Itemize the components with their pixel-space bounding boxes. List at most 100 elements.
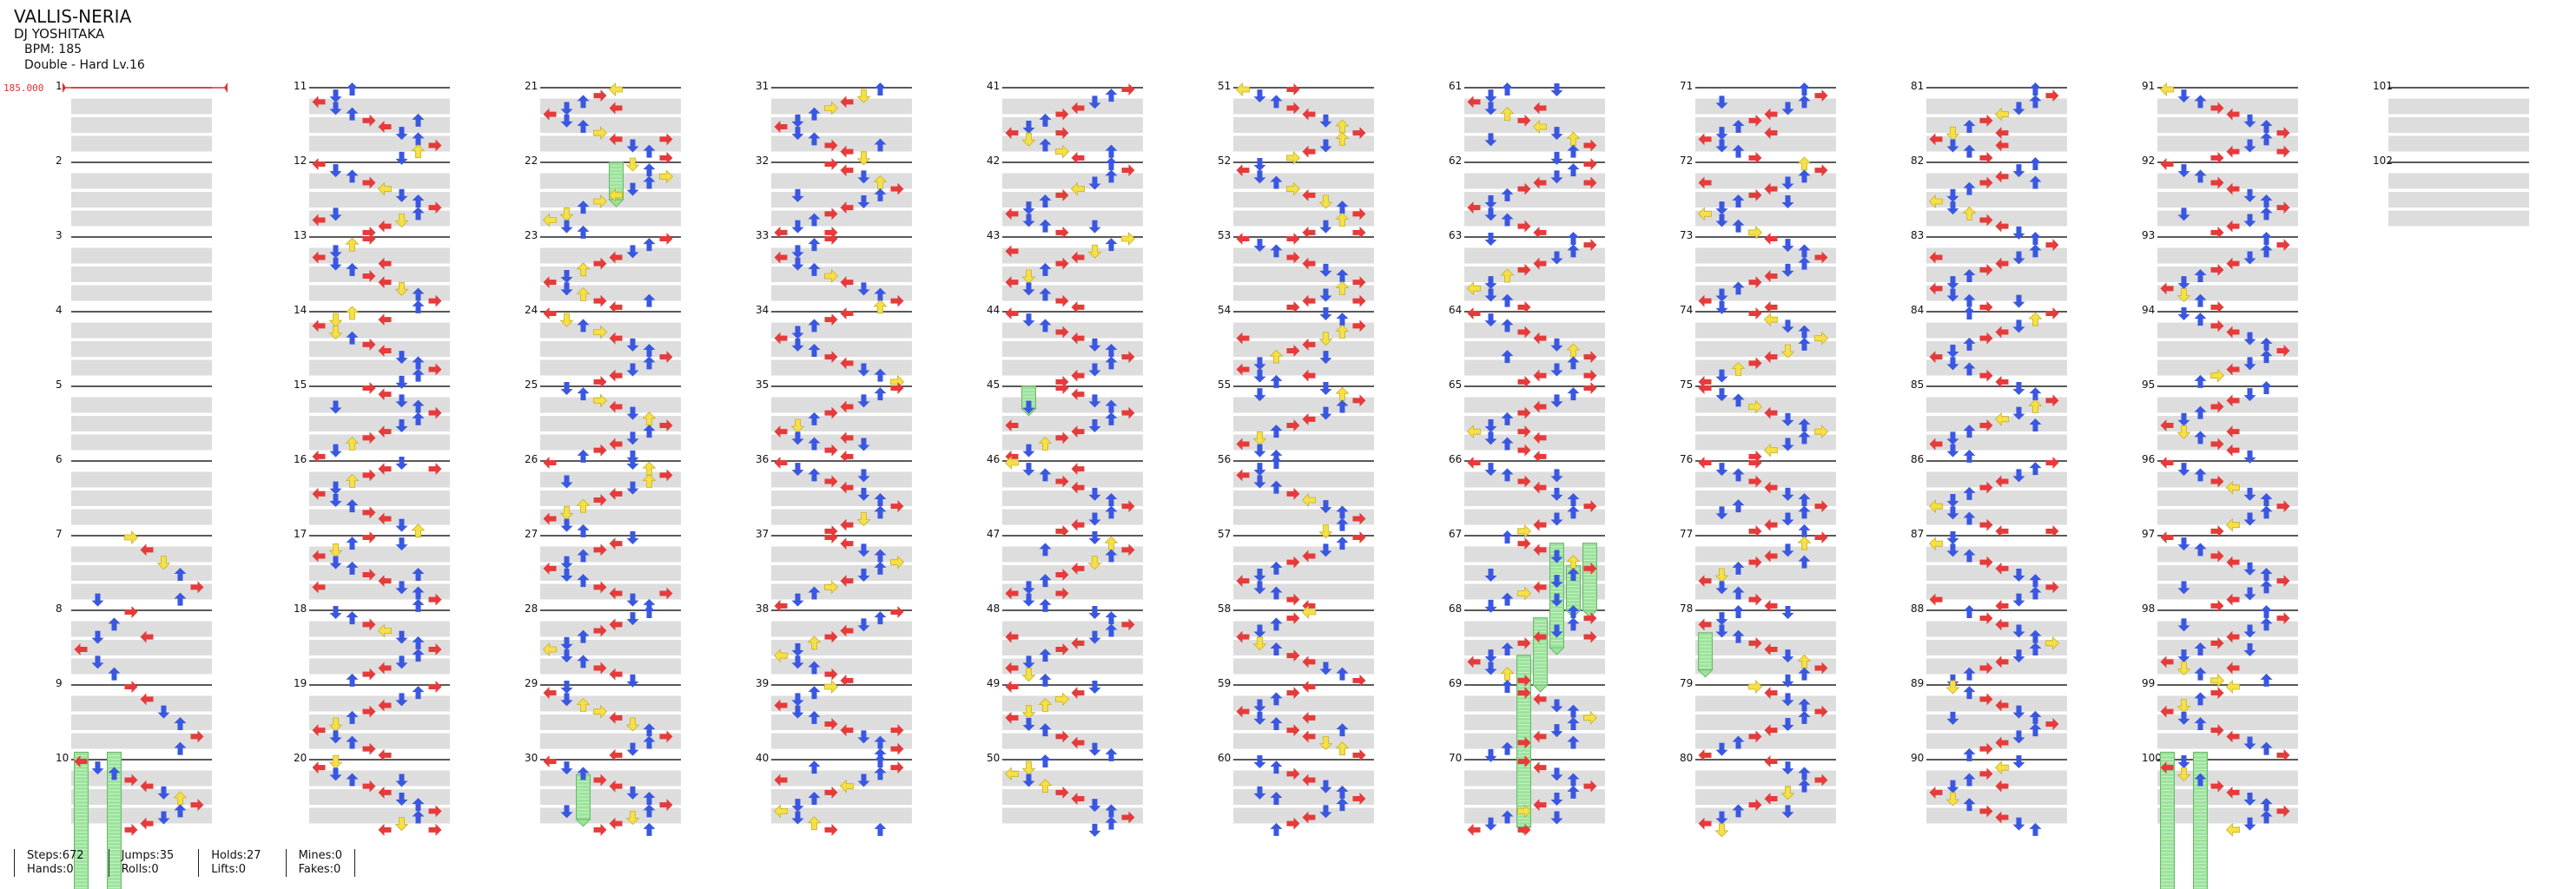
step-arrow (140, 693, 154, 706)
step-arrow (1071, 300, 1085, 313)
step-arrow (378, 220, 392, 233)
measure-number: 87 (1911, 528, 1924, 540)
step-arrow (643, 723, 656, 737)
step-arrow (659, 169, 674, 184)
step-arrow (1979, 693, 1993, 706)
step-arrow (1005, 245, 1019, 258)
step-arrow (1484, 817, 1497, 831)
step-arrow (1352, 319, 1366, 333)
step-arrow (362, 431, 376, 444)
step-arrow (808, 107, 821, 121)
step-arrow (1748, 114, 1762, 127)
step-arrow (2012, 624, 2025, 638)
step-arrow (395, 630, 408, 644)
measure-number: 61 (1449, 80, 1462, 92)
step-arrow (1005, 419, 1019, 431)
step-arrow (362, 705, 376, 718)
measure-block: 81 (1911, 80, 2067, 152)
step-arrow (824, 680, 839, 694)
step-arrow (2210, 438, 2224, 451)
step-arrow (1318, 524, 1333, 539)
step-arrow (1517, 220, 1531, 233)
measure-number: 99 (2142, 677, 2155, 689)
step-arrow (560, 556, 573, 570)
step-arrow (840, 201, 854, 214)
step-arrow (412, 412, 425, 425)
step-arrow (1962, 206, 1977, 221)
step-arrow (840, 276, 854, 289)
measure-shade-row (1464, 491, 1605, 506)
measure-shade-row (71, 192, 212, 207)
measure-shade-row (540, 210, 681, 227)
step-arrow (1088, 681, 1101, 694)
step-arrow (411, 524, 426, 538)
step-arrow (2243, 450, 2256, 464)
step-arrow (1105, 747, 1118, 761)
step-arrow (1270, 761, 1283, 774)
measure-shade-row (2157, 341, 2298, 357)
step-arrow (659, 799, 673, 812)
measure-shade-row (1233, 397, 1374, 413)
measure-shade-row (2157, 733, 2298, 749)
step-arrow (1055, 643, 1069, 655)
step-arrow (577, 225, 590, 239)
measure-number: 84 (1911, 304, 1924, 316)
step-arrow (2276, 127, 2290, 140)
step-arrow (2028, 398, 2043, 413)
step-arrow (124, 774, 138, 787)
step-arrow (857, 774, 870, 787)
step-arrow (559, 313, 574, 327)
step-arrow (2194, 773, 2207, 787)
measure-shade-row (309, 192, 450, 207)
hold-note (1020, 385, 1037, 417)
step-arrow (1484, 419, 1497, 432)
measure-number: 17 (294, 528, 307, 540)
step-arrow (609, 300, 623, 313)
step-arrow (329, 767, 342, 781)
step-arrow (329, 164, 342, 178)
measure-shade-row (2157, 789, 2298, 805)
step-arrow (1781, 239, 1794, 253)
measure-shade-row (1695, 192, 1836, 207)
step-arrow (346, 107, 359, 121)
step-arrow (1715, 463, 1728, 477)
measure-number: 31 (756, 80, 769, 92)
step-arrow (577, 629, 590, 643)
step-arrow (1055, 730, 1069, 743)
measure-shade-row (540, 322, 681, 339)
step-arrow (1748, 457, 1762, 469)
step-arrow (378, 276, 392, 289)
step-arrow (124, 681, 138, 693)
measure-shade-row (1002, 714, 1143, 730)
step-arrow (1798, 667, 1811, 681)
step-arrow (1038, 697, 1053, 712)
step-arrow (543, 276, 557, 289)
step-arrow (428, 643, 442, 655)
measure-shade-row (1695, 135, 1836, 152)
step-arrow (1798, 169, 1811, 183)
step-arrow (395, 655, 408, 669)
measure-block: 72 (1680, 155, 1836, 227)
step-arrow (1781, 263, 1794, 277)
measure-number: 51 (1218, 80, 1231, 92)
step-arrow (1797, 536, 1812, 550)
step-arrow (1055, 144, 1070, 159)
measure-number: 69 (1449, 677, 1462, 689)
step-arrow (1270, 822, 1283, 836)
step-arrow (1979, 612, 1993, 625)
step-arrow (1071, 687, 1085, 700)
step-arrow (874, 561, 887, 575)
step-arrow (1501, 592, 1514, 606)
step-arrow (890, 724, 904, 737)
step-arrow (1567, 717, 1580, 730)
step-arrow (1286, 649, 1300, 662)
step-arrow (824, 475, 838, 488)
step-arrow (1088, 363, 1101, 377)
step-arrow (412, 287, 425, 301)
step-arrow (840, 674, 854, 687)
step-arrow (1105, 89, 1118, 102)
measure-shade-row (540, 341, 681, 357)
step-arrow (824, 269, 839, 283)
step-arrow (328, 717, 343, 732)
measure-shade-row (2157, 322, 2298, 339)
